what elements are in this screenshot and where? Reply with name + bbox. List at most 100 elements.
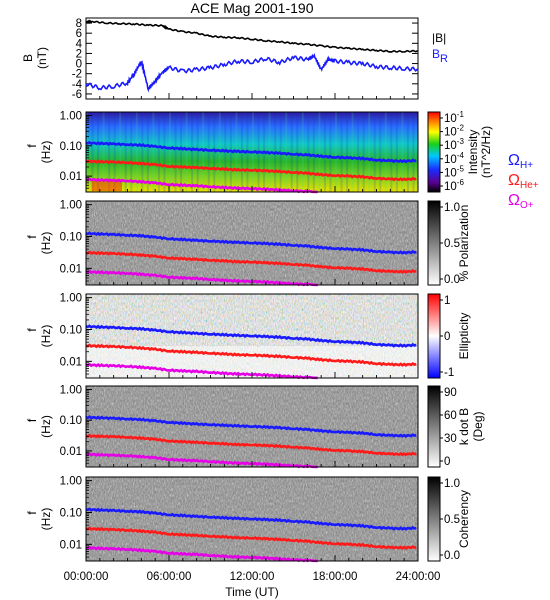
- intensity-streak: [357, 112, 360, 192]
- kdotb-panel-y-axis-unit: (Hz): [39, 415, 53, 438]
- intensity-streak: [196, 112, 199, 192]
- x-tick-label: 00:00:00: [64, 571, 109, 583]
- colorbar-tick-label: 1.0: [444, 478, 460, 490]
- intensity-colorbar-unit: (nT^2/Hz): [479, 126, 493, 178]
- f-y-tick-label: 0.10: [60, 507, 82, 519]
- o-plus-gyro-line: [85, 362, 318, 380]
- intensity-streak: [191, 112, 194, 192]
- f-y-tick-label: 0.01: [60, 446, 82, 458]
- intensity-streak: [307, 112, 310, 192]
- time-axis-label: Time (UT): [225, 585, 279, 599]
- intensity-streak: [119, 112, 122, 192]
- intensity-streak: [86, 112, 88, 192]
- x-tick-label: 24:00:00: [396, 571, 441, 583]
- intensity-streak: [185, 112, 188, 192]
- o-plus-gyro-line: [85, 452, 318, 469]
- intensity-streak: [141, 112, 144, 192]
- colorbar-tick-label: 90: [444, 387, 457, 399]
- he-plus-gyro-line: [85, 343, 417, 367]
- colorbar-tick-label: 10-4: [444, 151, 464, 166]
- f-y-tick-label: 0.01: [60, 171, 82, 183]
- x-tick-label: 12:00:00: [230, 571, 275, 583]
- intensity-streak: [113, 112, 116, 192]
- intensity-streak: [312, 112, 315, 192]
- intensity-streak: [390, 112, 393, 192]
- legend-b-radial: BR: [432, 47, 448, 65]
- colorbar-tick-label: 10-1: [444, 110, 464, 125]
- colorbar-tick-label: 0: [444, 456, 450, 468]
- intensity-streak: [202, 112, 205, 192]
- intensity-streak: [335, 112, 337, 192]
- he-plus-gyro-line: [85, 159, 417, 182]
- intensity-streak: [91, 112, 94, 192]
- legend-h-plus: ΩH+: [508, 152, 533, 171]
- intensity-streak: [384, 112, 387, 192]
- polarization-panel-y-axis-label: f: [25, 235, 39, 239]
- intensity-streak: [285, 112, 288, 192]
- colorbar-tick-label: 10-2: [444, 124, 464, 139]
- f-y-tick-label: 0.01: [60, 539, 82, 551]
- f-y-tick-label: 1.00: [60, 385, 82, 397]
- x-tick-label: 06:00:00: [147, 571, 192, 583]
- ellipticity-panel-colorbar-label: Ellipticity: [457, 313, 471, 360]
- intensity-panel-y-axis-unit: (Hz): [39, 141, 53, 164]
- colorbar-tick-label: 0: [444, 331, 450, 343]
- b-y-tick-label: 4: [76, 38, 83, 50]
- b-magnitude-line: [85, 19, 419, 53]
- intensity-streak: [329, 112, 332, 192]
- kdotb-panel-y-axis-label: f: [25, 418, 39, 422]
- intensity-panel: f (Hz) 1.00 0.10 0.01 10-110-210-310-410-510-…: [25, 110, 493, 194]
- b-y-tick-label: -6: [72, 89, 82, 101]
- b-y-tick-label: 8: [76, 18, 82, 30]
- intensity-streak: [395, 112, 398, 192]
- kdotb-panel-colorbar-unit: (Deg): [471, 411, 485, 441]
- magnetic-field-y-axis-label: B: [21, 54, 35, 62]
- colorbar-tick-label: 10-6: [444, 178, 464, 193]
- intensity-streak: [207, 112, 210, 192]
- coherency-panel-y-axis-unit: (Hz): [39, 508, 53, 531]
- coherency-panel-y-axis-label: f: [25, 511, 39, 515]
- f-y-tick-label: 0.01: [60, 356, 82, 368]
- intensity-streak: [301, 112, 304, 192]
- f-y-tick-label: 0.10: [60, 415, 82, 427]
- colorbar-tick-label: 0.0: [444, 550, 460, 562]
- polarization-panel-colorbar: [427, 200, 441, 286]
- b-y-tick-label: -4: [72, 79, 83, 91]
- intensity-streak: [135, 112, 138, 192]
- intensity-streak: [97, 112, 100, 192]
- ellipticity-panel-y-axis-label: f: [25, 328, 39, 332]
- time-axis: 00:00:00 06:00:00 12:00:00 18:00:00 24:00:00: [64, 93, 441, 583]
- h-plus-gyro-line: [85, 415, 417, 438]
- intensity-streak: [323, 112, 326, 192]
- he-plus-gyro-line: [85, 250, 417, 274]
- f-y-tick-label: 0.10: [60, 141, 82, 153]
- legend-o-plus: ΩO+: [508, 192, 534, 211]
- polarization-panel-colorbar-label: % Polarization: [457, 205, 471, 282]
- intensity-streak: [180, 112, 183, 192]
- legend-b-magnitude: |B|: [432, 31, 446, 45]
- intensity-streak: [174, 112, 177, 192]
- intensity-hotspot: [92, 179, 122, 192]
- intensity-streak: [146, 112, 149, 192]
- x-tick-label: 18:00:00: [313, 571, 358, 583]
- f-y-tick-label: 1.00: [60, 200, 82, 212]
- intensity-streak: [406, 112, 409, 192]
- colorbar-tick-label: 1: [444, 295, 450, 307]
- f-y-tick-label: 1.00: [60, 476, 82, 488]
- o-plus-gyro-line: [85, 269, 318, 287]
- f-y-tick-label: 0.01: [60, 263, 82, 275]
- coherency-panel-colorbar-label: Coherency: [457, 490, 471, 548]
- legend-he-plus: ΩHe+: [508, 172, 539, 191]
- gyrofrequency-legend: ΩH+ ΩHe+ ΩO+: [508, 152, 539, 211]
- intensity-streak: [401, 112, 404, 192]
- intensity-streak: [152, 112, 155, 192]
- kdotb-panel-colorbar-label: k dot B: [457, 408, 471, 445]
- intensity-streak: [296, 112, 299, 192]
- colorbar-tick-label: 0.5: [444, 514, 460, 526]
- intensity-streak: [346, 112, 349, 192]
- h-plus-gyro-line: [85, 140, 417, 164]
- f-y-tick-label: 1.00: [60, 293, 82, 305]
